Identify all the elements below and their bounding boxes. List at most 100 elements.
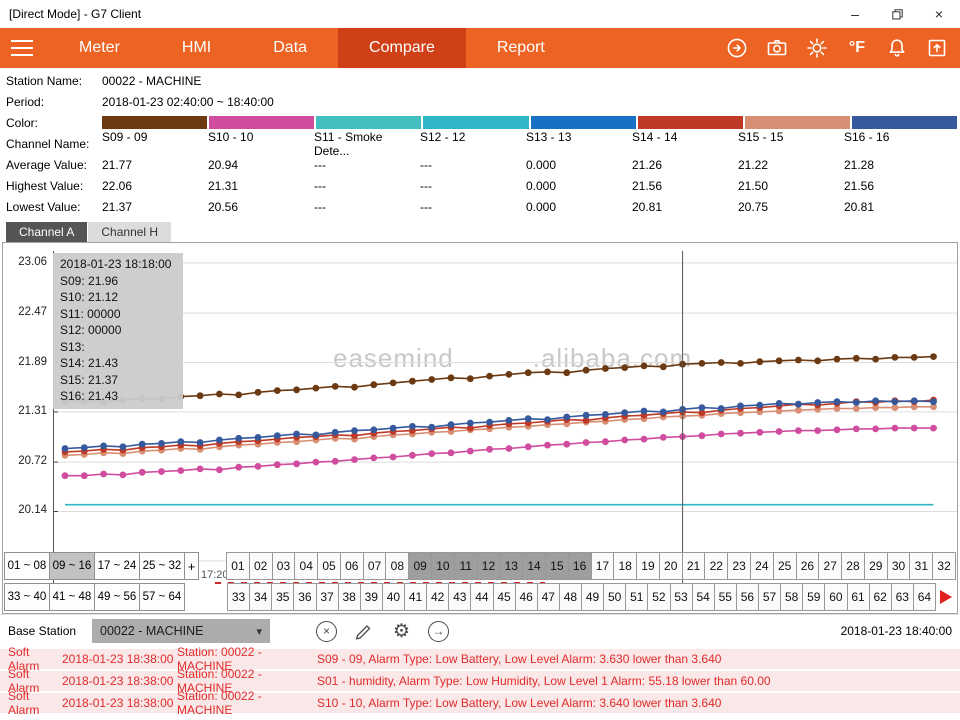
channel-button-38[interactable]: 38 xyxy=(337,583,361,611)
channel-button-36[interactable]: 36 xyxy=(293,583,317,611)
channel-range-button-57-64[interactable]: 57 ~ 64 xyxy=(139,583,185,611)
channel-button-47[interactable]: 47 xyxy=(536,583,560,611)
channel-button-06[interactable]: 06 xyxy=(339,552,364,580)
nav-item-data[interactable]: Data xyxy=(273,39,308,56)
channel-button-31[interactable]: 31 xyxy=(909,552,934,580)
channel-button-52[interactable]: 52 xyxy=(647,583,671,611)
channel-button-10[interactable]: 10 xyxy=(431,552,455,580)
channel-button-13[interactable]: 13 xyxy=(499,552,524,580)
close-button[interactable]: × xyxy=(934,6,944,22)
tab-channel-h[interactable]: Channel H xyxy=(88,222,172,242)
channel-button-14[interactable]: 14 xyxy=(522,552,546,580)
next-page-arrow[interactable] xyxy=(936,583,956,611)
channel-button-25[interactable]: 25 xyxy=(772,552,797,580)
channel-button-48[interactable]: 48 xyxy=(558,583,582,611)
channel-button-58[interactable]: 58 xyxy=(780,583,804,611)
go-icon[interactable]: → xyxy=(428,620,449,642)
channel-button-64[interactable]: 64 xyxy=(912,583,936,611)
channel-button-37[interactable]: 37 xyxy=(315,583,339,611)
minimize-button[interactable]: – xyxy=(851,6,859,22)
alarm-icon[interactable] xyxy=(884,35,910,61)
channel-button-33[interactable]: 33 xyxy=(227,583,251,611)
channel-button-41[interactable]: 41 xyxy=(404,583,428,611)
channel-button-34[interactable]: 34 xyxy=(249,583,273,611)
channel-button-61[interactable]: 61 xyxy=(846,583,870,611)
channel-button-32[interactable]: 32 xyxy=(932,552,956,580)
expand-button[interactable]: + xyxy=(184,552,199,580)
channel-button-40[interactable]: 40 xyxy=(381,583,405,611)
channel-button-39[interactable]: 39 xyxy=(359,583,383,611)
channel-range-button-25-32[interactable]: 25 ~ 32 xyxy=(139,552,185,580)
channel-button-02[interactable]: 02 xyxy=(248,552,273,580)
channel-button-53[interactable]: 53 xyxy=(669,583,693,611)
channel-range-button-49-56[interactable]: 49 ~ 56 xyxy=(94,583,140,611)
base-station-select[interactable]: 00022 - MACHINE ▾ xyxy=(92,619,270,643)
channel-button-26[interactable]: 26 xyxy=(795,552,820,580)
temperature-unit-icon[interactable]: °F xyxy=(848,39,866,56)
channel-button-18[interactable]: 18 xyxy=(613,552,638,580)
channel-button-16[interactable]: 16 xyxy=(567,552,592,580)
channel-button-42[interactable]: 42 xyxy=(426,583,450,611)
channel-range-button-17-24[interactable]: 17 ~ 24 xyxy=(94,552,140,580)
snapshot-icon[interactable] xyxy=(764,35,790,61)
nav-item-meter[interactable]: Meter xyxy=(79,39,120,56)
channel-button-54[interactable]: 54 xyxy=(691,583,715,611)
channel-button-30[interactable]: 30 xyxy=(886,552,911,580)
edit-icon[interactable] xyxy=(352,620,375,643)
channel-button-28[interactable]: 28 xyxy=(841,552,865,580)
channel-range-button-41-48[interactable]: 41 ~ 48 xyxy=(49,583,95,611)
channel-button-56[interactable]: 56 xyxy=(735,583,759,611)
channel-button-51[interactable]: 51 xyxy=(625,583,649,611)
channel-button-49[interactable]: 49 xyxy=(581,583,605,611)
brightness-icon[interactable] xyxy=(804,35,830,61)
channel-button-19[interactable]: 19 xyxy=(636,552,660,580)
tab-channel-a[interactable]: Channel A xyxy=(6,222,88,242)
alarm-row[interactable]: Soft Alarm 2018-01-23 18:38:00 Station: 00… xyxy=(0,689,960,717)
channel-button-59[interactable]: 59 xyxy=(802,583,826,611)
channel-button-08[interactable]: 08 xyxy=(385,552,410,580)
channel-button-57[interactable]: 57 xyxy=(758,583,782,611)
nav-item-hmi[interactable]: HMI xyxy=(181,39,212,56)
channel-button-50[interactable]: 50 xyxy=(603,583,627,611)
channel-button-45[interactable]: 45 xyxy=(492,583,516,611)
channel-button-23[interactable]: 23 xyxy=(727,552,751,580)
maximize-button[interactable] xyxy=(876,0,918,28)
export-icon[interactable] xyxy=(924,35,950,61)
channel-button-35[interactable]: 35 xyxy=(271,583,295,611)
channel-button-63[interactable]: 63 xyxy=(890,583,914,611)
menu-icon[interactable] xyxy=(0,28,48,68)
channel-button-44[interactable]: 44 xyxy=(470,583,494,611)
nav-item-report[interactable]: Report xyxy=(496,39,545,56)
channel-button-11[interactable]: 11 xyxy=(453,552,478,580)
chart-plot[interactable] xyxy=(53,251,957,583)
channel-button-21[interactable]: 21 xyxy=(681,552,706,580)
alarm-row[interactable]: Soft Alarm 2018-01-23 18:38:00 Station: 00… xyxy=(0,645,960,673)
channel-range-button-33-40[interactable]: 33 ~ 40 xyxy=(4,583,50,611)
channel-button-07[interactable]: 07 xyxy=(362,552,387,580)
direct-mode-icon[interactable] xyxy=(724,35,750,61)
channel-button-60[interactable]: 60 xyxy=(824,583,848,611)
channel-button-04[interactable]: 04 xyxy=(294,552,319,580)
clear-icon[interactable]: × xyxy=(316,620,337,642)
nav-item-compare[interactable]: Compare xyxy=(338,28,466,68)
channel-button-03[interactable]: 03 xyxy=(271,552,296,580)
channel-button-22[interactable]: 22 xyxy=(704,552,729,580)
channel-range-button-09-16[interactable]: 09 ~ 16 xyxy=(49,552,95,580)
channel-range-button-01-08[interactable]: 01 ~ 08 xyxy=(4,552,50,580)
channel-button-15[interactable]: 15 xyxy=(544,552,569,580)
alarm-row[interactable]: Soft Alarm 2018-01-23 18:38:00 Station: 00… xyxy=(0,667,960,695)
channel-button-24[interactable]: 24 xyxy=(749,552,774,580)
channel-button-43[interactable]: 43 xyxy=(448,583,472,611)
channel-button-01[interactable]: 01 xyxy=(226,552,250,580)
channel-button-46[interactable]: 46 xyxy=(514,583,538,611)
channel-button-17[interactable]: 17 xyxy=(590,552,615,580)
channel-button-29[interactable]: 29 xyxy=(863,552,888,580)
channel-button-20[interactable]: 20 xyxy=(658,552,683,580)
channel-button-55[interactable]: 55 xyxy=(713,583,737,611)
settings-icon[interactable]: ⚙ xyxy=(392,620,411,642)
channel-button-09[interactable]: 09 xyxy=(408,552,433,580)
channel-button-12[interactable]: 12 xyxy=(476,552,501,580)
channel-button-05[interactable]: 05 xyxy=(317,552,341,580)
channel-button-62[interactable]: 62 xyxy=(868,583,892,611)
channel-button-27[interactable]: 27 xyxy=(818,552,843,580)
